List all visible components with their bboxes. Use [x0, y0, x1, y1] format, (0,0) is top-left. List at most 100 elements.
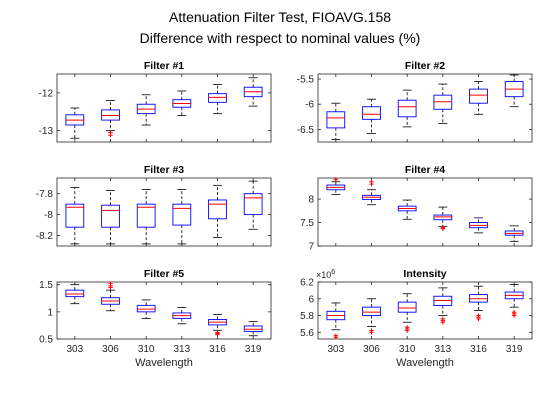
- box-316: [469, 81, 488, 115]
- x-tick-label: 303: [66, 344, 83, 355]
- box-313: [433, 287, 453, 325]
- box-319: [504, 284, 524, 318]
- box-313: [172, 307, 192, 325]
- y-tick-label: 8: [308, 195, 314, 206]
- iqr-box: [397, 99, 417, 118]
- subplot-5: Filter #5 0.5 1 1.5 303 306 310 313 316 319 Wavele…: [39, 268, 272, 369]
- iqr-box: [433, 94, 453, 110]
- box-303: [326, 102, 346, 140]
- y-tick-label: -6: [305, 100, 314, 111]
- box-303: [65, 284, 85, 305]
- outlier-point: [440, 316, 446, 322]
- y-tick-label: 0.5: [39, 335, 53, 346]
- iqr-box: [362, 306, 381, 316]
- y-tick-label: 1: [47, 307, 53, 318]
- x-tick-label: 306: [102, 344, 119, 355]
- box-319: [243, 321, 263, 337]
- axes-box: [317, 177, 533, 247]
- x-tick-label: 313: [173, 344, 190, 355]
- axes-box: [317, 281, 533, 340]
- x-tick-label: 316: [470, 344, 487, 355]
- box-303: [326, 177, 346, 195]
- y-tick-label: -7.8: [36, 189, 54, 200]
- outlier-point: [476, 316, 481, 322]
- iqr-box: [208, 93, 227, 103]
- y-tick-label: -13: [39, 126, 54, 137]
- outlier-point: [404, 328, 410, 333]
- axes-box: [56, 177, 272, 247]
- y-tick-label: 5.6: [300, 328, 314, 339]
- axes-box: [317, 73, 533, 143]
- box-319: [243, 77, 263, 107]
- box-316: [208, 184, 227, 239]
- box-306: [101, 281, 120, 312]
- y-tick-label: -8: [44, 210, 53, 221]
- iqr-box: [469, 88, 488, 104]
- box-310: [136, 189, 156, 245]
- y-tick-label: -5.5: [297, 75, 315, 86]
- box-306: [101, 100, 120, 138]
- outlier-point: [369, 179, 374, 184]
- box-303: [65, 187, 85, 245]
- box-316: [208, 84, 227, 115]
- y-exponent-label: ×106: [316, 269, 335, 280]
- x-tick-label: 319: [506, 344, 523, 355]
- x-tick-label: 310: [399, 344, 416, 355]
- box-303: [326, 302, 346, 340]
- iqr-box: [208, 199, 227, 220]
- subplot-1: Filter #1 -13 -12: [39, 60, 272, 143]
- box-319: [504, 74, 524, 108]
- y-exponent-power: 6: [331, 269, 335, 276]
- subplot-4: Filter #4 7 7.5 8: [300, 164, 533, 253]
- outlier-point: [215, 332, 220, 337]
- box-303: [65, 107, 85, 139]
- figure-title-line2: Difference with respect to nominal value…: [140, 30, 421, 46]
- axes-box: [56, 281, 272, 340]
- box-313: [172, 90, 192, 116]
- y-exponent-base: ×10: [316, 270, 331, 280]
- outlier-point: [108, 133, 113, 138]
- subplot-title: Filter #2: [405, 60, 445, 72]
- y-tick-label: 5.8: [300, 311, 314, 322]
- iqr-box: [397, 301, 417, 313]
- iqr-box: [65, 203, 85, 228]
- subplot-grid: Filter #1 -13 -12 Filter #2 -6.5 -6 -5.5 Filter…: [36, 60, 533, 369]
- box-310: [397, 199, 417, 220]
- box-306: [362, 98, 381, 134]
- outlier-point: [511, 309, 517, 315]
- box-319: [504, 225, 524, 242]
- figure-title-line1: Attenuation Filter Test, FIOAVG.158: [169, 9, 391, 25]
- box-306: [362, 179, 381, 206]
- subplot-3: Filter #3 -8.2 -8 -7.8: [36, 164, 272, 247]
- subplot-title: Intensity: [403, 268, 446, 280]
- box-306: [362, 298, 381, 335]
- x-tick-label: 319: [245, 344, 262, 355]
- x-tick-label: 313: [434, 344, 451, 355]
- iqr-box: [172, 203, 192, 226]
- iqr-box: [243, 193, 263, 216]
- box-313: [433, 206, 453, 231]
- box-310: [136, 94, 156, 126]
- iqr-box: [326, 111, 346, 129]
- box-310: [397, 293, 417, 333]
- y-tick-label: -6.5: [297, 125, 315, 136]
- subplot-title: Filter #3: [144, 164, 184, 176]
- outlier-point: [369, 328, 374, 333]
- subplot-title: Filter #5: [144, 268, 184, 280]
- box-316: [469, 285, 488, 322]
- outlier-point: [333, 333, 339, 338]
- subplot-title: Filter #1: [144, 60, 184, 72]
- outlier-point: [333, 177, 339, 182]
- y-tick-label: -8.2: [36, 231, 54, 242]
- box-319: [243, 180, 263, 230]
- box-310: [397, 89, 417, 128]
- box-316: [208, 314, 227, 337]
- y-tick-label: 7.5: [300, 218, 314, 229]
- iqr-box: [136, 203, 156, 228]
- box-313: [172, 189, 192, 245]
- axes-box: [56, 73, 272, 143]
- y-tick-label: -12: [39, 88, 54, 99]
